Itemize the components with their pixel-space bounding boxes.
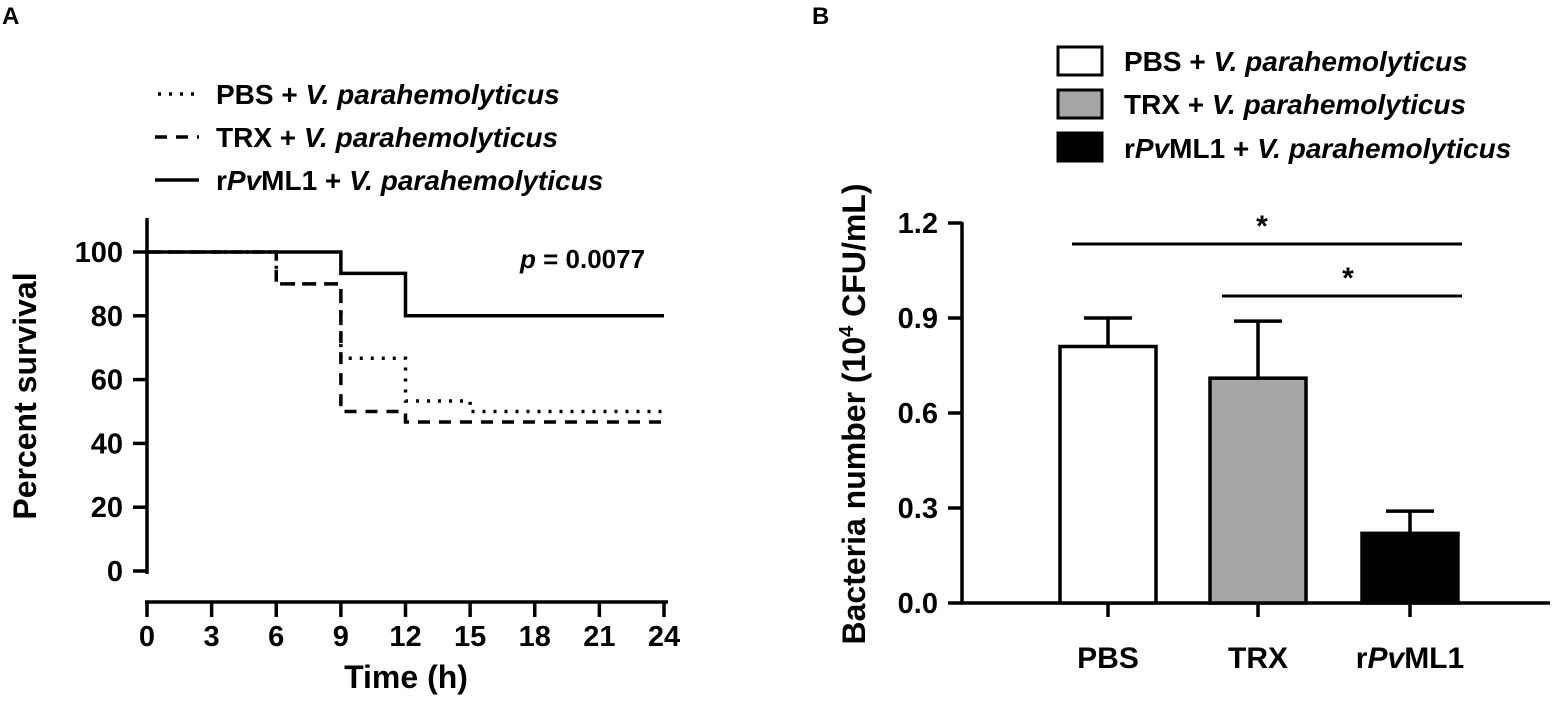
panel-b-y-axis-title-pre: Bacteria number (10 (836, 337, 872, 645)
legend-label-rpvml1-italic: V. parahemolyticus (349, 165, 603, 196)
panel-a-x-axis-title: Time (h) (344, 659, 468, 695)
panel-b-y-tick-label: 0.0 (898, 588, 938, 620)
panel-b-x-ticks: PBS TRX rPvML1 (1077, 603, 1464, 675)
legend-bar-label-trx: TRX + V. parahemolyticus (1124, 89, 1466, 120)
survival-curve-trx (147, 250, 664, 424)
panel-a-legend: PBS + V. parahemolyticus TRX + V. parahe… (155, 79, 603, 196)
panel-b-label: B (812, 3, 829, 30)
legend-item-bar-trx: TRX + V. parahemolyticus (1056, 88, 1466, 120)
legend-bar-label-pbs: PBS + V. parahemolyticus (1124, 46, 1468, 77)
panel-b: B PBS + V. parahemolyticus TRX + V. para… (812, 3, 1550, 675)
panel-b-y-axis-title-sup: 4 (836, 325, 858, 337)
legend-bar-label-pbs-italic: V. parahemolyticus (1213, 46, 1467, 77)
legend-bar-label-trx-pre: TRX + (1124, 89, 1212, 120)
panel-b-y-axis-title: Bacteria number (104 CFU/mL) (836, 184, 872, 645)
panel-a-y-ticks: 0 20 40 60 80 100 (75, 237, 147, 588)
p-value-text: = 0.0077 (536, 244, 645, 274)
p-value-symbol: p (519, 244, 536, 274)
panel-b-x-tick-label: PBS (1077, 642, 1139, 675)
legend-bar-label-rpvml1: rPvML1 + V. parahemolyticus (1124, 133, 1511, 164)
panel-a-x-tick-label: 6 (268, 621, 284, 653)
panel-a-y-tick-label: 0 (107, 556, 123, 588)
panel-a-series (147, 250, 664, 424)
panel-a-label: A (2, 3, 19, 30)
bar-0 (1058, 344, 1158, 605)
panel-a-y-axis-title: Percent survival (7, 272, 43, 519)
legend-bar-label-rpvml1-mid: ML1 + (1169, 133, 1257, 164)
legend-label-rpvml1-italic-prefix: Pv (227, 165, 263, 196)
panel-a-y-tick-label: 80 (91, 301, 123, 333)
panel-b-y-ticks: 0.0 0.3 0.6 0.9 1.2 (898, 208, 962, 620)
legend-label-rpvml1-pre: r (216, 165, 227, 196)
panel-a-x-tick-label: 0 (139, 621, 155, 653)
legend-label-rpvml1: rPvML1 + V. parahemolyticus (216, 165, 603, 196)
panel-a-y-tick-label: 100 (75, 237, 123, 269)
panel-b-y-tick-label: 0.9 (898, 303, 938, 335)
panel-a-x-tick-label: 15 (454, 621, 486, 653)
legend-label-trx: TRX + V. parahemolyticus (216, 122, 558, 153)
legend-label-rpvml1-mid: ML1 + (261, 165, 349, 196)
legend-label-pbs-pre: PBS + (216, 79, 305, 110)
panel-b-y-tick-label: 0.3 (898, 493, 938, 525)
panel-b-y-axis-title-post: CFU/mL) (836, 184, 872, 326)
legend-item-pbs: PBS + V. parahemolyticus (158, 79, 560, 110)
p-value-annotation: p = 0.0077 (519, 244, 645, 274)
legend-bar-label-rpvml1-pre: r (1124, 133, 1135, 164)
legend-item-rpvml1: rPvML1 + V. parahemolyticus (155, 165, 603, 196)
legend-box-rpvml1 (1056, 131, 1104, 163)
x-tick-label-post: ML1 (1404, 642, 1464, 675)
x-tick-label-pre: r (1356, 642, 1368, 675)
panel-a-x-tick-label: 18 (519, 621, 551, 653)
x-tick-label-italic: Pv (1367, 642, 1406, 675)
legend-bar-label-pbs-pre: PBS + (1124, 46, 1213, 77)
panel-b-y-tick-label: 1.2 (898, 208, 938, 240)
panel-b-x-tick-label: TRX (1228, 642, 1288, 675)
panel-b-y-tick-label: 0.6 (898, 398, 938, 430)
panel-a-x-tick-label: 3 (204, 621, 220, 653)
bar-1 (1208, 376, 1308, 605)
panel-b-legend: PBS + V. parahemolyticus TRX + V. parahe… (1056, 45, 1511, 164)
panel-a-x-ticks: 0 3 6 9 12 15 18 21 24 (139, 602, 680, 653)
legend-item-trx: TRX + V. parahemolyticus (155, 122, 558, 153)
survival-curve-pbs (147, 250, 664, 414)
legend-box-pbs (1056, 45, 1104, 77)
panel-a-y-tick-label: 40 (91, 428, 123, 460)
panel-a: A PBS + V. parahemolyticus TRX + V. para… (2, 3, 680, 695)
legend-label-trx-italic: V. parahemolyticus (304, 122, 558, 153)
legend-bar-label-rpvml1-italic: V. parahemolyticus (1257, 133, 1511, 164)
legend-bar-label-trx-italic: V. parahemolyticus (1212, 89, 1466, 120)
survival-curve-rpvml1 (147, 250, 664, 318)
panel-b-x-tick-label: rPvML1 (1356, 642, 1464, 675)
legend-box-trx (1056, 88, 1104, 120)
panel-a-y-tick-label: 20 (91, 492, 123, 524)
significance-star: * (1256, 210, 1268, 243)
legend-item-bar-rpvml1: rPvML1 + V. parahemolyticus (1056, 131, 1511, 164)
legend-label-trx-pre: TRX + (216, 122, 304, 153)
legend-label-pbs: PBS + V. parahemolyticus (216, 79, 560, 110)
bar-2 (1360, 531, 1460, 605)
legend-label-pbs-italic: V. parahemolyticus (305, 79, 559, 110)
significance-star: * (1342, 262, 1354, 295)
panel-a-y-tick-label: 60 (91, 365, 123, 397)
panel-b-bars (1058, 316, 1460, 605)
panel-a-x-tick-label: 21 (583, 621, 615, 653)
panel-a-x-tick-label: 9 (333, 621, 349, 653)
panel-b-significance: ** (1072, 210, 1462, 298)
panel-a-x-tick-label: 12 (389, 621, 421, 653)
legend-bar-label-rpvml1-italic-prefix: Pv (1135, 133, 1171, 164)
legend-item-bar-pbs: PBS + V. parahemolyticus (1056, 45, 1468, 77)
panel-a-x-tick-label: 24 (648, 621, 680, 653)
